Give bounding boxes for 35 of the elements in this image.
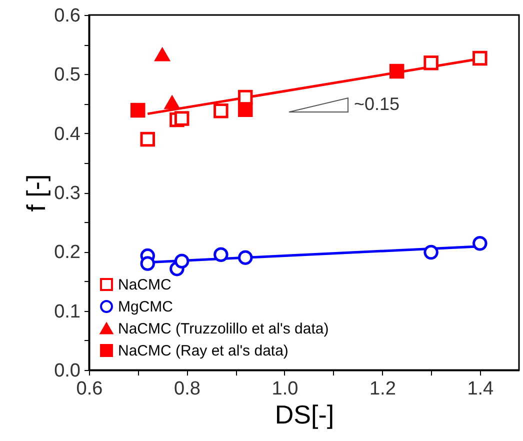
x-tick-label: 1.2 [369,378,396,400]
point [424,244,438,260]
x-tick-label: 0.6 [76,378,103,400]
legend-label: NaCMC (Truzzolillo et al's data) [118,320,329,338]
y-tick-label: 0.5 [54,64,80,86]
point [164,96,180,110]
point [130,102,146,118]
point [140,132,156,147]
legend-label: NaCMC (Ray et al's data) [118,342,288,360]
y-axis-title: f [-] [21,174,52,212]
y-tick-label: 0.6 [54,6,80,26]
legend-label: NaCMC [118,276,172,294]
point [238,102,253,118]
y-tick-label: 0.4 [54,124,81,145]
x-axis-title: DS[-] [274,400,334,430]
point [154,48,170,62]
y-tick-label: 0.1 [54,301,80,322]
x-tick-label: 1.4 [467,378,494,400]
x-tick-label: 0.8 [174,378,200,400]
legend-label: MgCMC [118,298,174,316]
point [174,254,190,268]
y-tick-label: 0.3 [54,183,80,204]
point [238,250,253,265]
y-tick-label: 0.2 [54,242,80,264]
point [424,56,438,70]
point [140,256,156,271]
point [214,247,228,262]
point [472,236,488,251]
point [214,103,228,118]
point [174,111,190,126]
annotation: ~0.15 [354,94,400,114]
point [389,64,404,79]
text: 1.0 [272,378,298,400]
text: 0.0 [54,360,80,382]
point [472,50,488,66]
